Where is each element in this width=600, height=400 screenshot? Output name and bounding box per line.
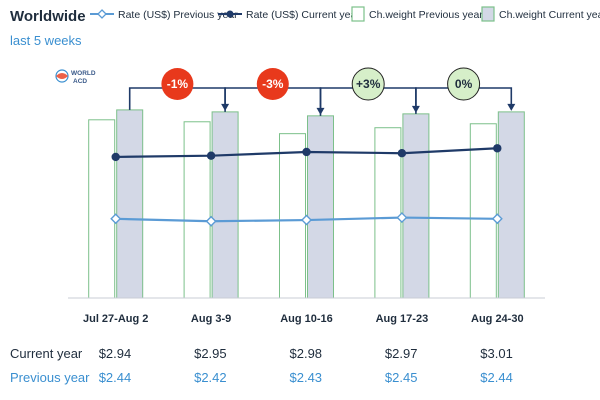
point-rate-current bbox=[397, 149, 407, 158]
bar-weight-current bbox=[116, 109, 144, 299]
table-value: $2.98 bbox=[290, 346, 323, 361]
table-value: $2.94 bbox=[99, 346, 132, 361]
point-rate-current bbox=[302, 147, 311, 157]
x-tick-label: Jul 27-Aug 2 bbox=[83, 313, 148, 325]
point-rate-current bbox=[111, 152, 120, 162]
table-value: $2.44 bbox=[480, 370, 513, 385]
bar-weight-previous bbox=[279, 133, 306, 299]
x-tick-label: Aug 10-16 bbox=[280, 313, 333, 325]
x-tick-label: Aug 17-23 bbox=[376, 313, 429, 325]
change-badge bbox=[256, 68, 289, 100]
dot-marker-icon bbox=[226, 10, 234, 18]
legend-item-weight-previous: Ch.weight Previous year bbox=[351, 6, 483, 22]
bar-weight-previous bbox=[374, 127, 402, 299]
x-tick-label: Aug 3-9 bbox=[191, 313, 231, 325]
legend-label: Rate (US$) Previous year bbox=[118, 9, 238, 21]
table-value: $2.44 bbox=[99, 370, 132, 385]
bar-weight-previous bbox=[88, 119, 116, 299]
change-badge-label: 0% bbox=[455, 77, 473, 91]
arrow-head-icon bbox=[507, 103, 516, 111]
bar-weight-current bbox=[307, 115, 334, 299]
legend: Rate (US$) Previous year Rate (US$) Curr… bbox=[90, 6, 600, 22]
bar-weight-current bbox=[402, 113, 430, 299]
chart-title: Worldwide bbox=[10, 8, 86, 25]
table-row-label: Current year bbox=[10, 346, 83, 361]
change-badge-label: -1% bbox=[167, 77, 189, 91]
legend-label: Ch.weight Current year bbox=[499, 9, 600, 21]
change-badge bbox=[161, 68, 194, 100]
point-rate-current bbox=[493, 144, 502, 153]
legend-item-weight-current: Ch.weight Current year bbox=[481, 6, 600, 22]
point-rate-previous bbox=[491, 213, 503, 225]
point-rate-previous bbox=[396, 212, 408, 224]
logo-mark-icon bbox=[56, 73, 68, 79]
legend-item-rate-previous: Rate (US$) Previous year bbox=[90, 9, 238, 21]
table-value: $2.97 bbox=[385, 346, 418, 361]
table-value: $2.43 bbox=[290, 370, 323, 385]
table-value: $2.45 bbox=[385, 370, 418, 385]
world-acd-logo: WORLD ACD bbox=[55, 69, 96, 85]
point-rate-previous bbox=[205, 215, 217, 227]
point-rate-previous bbox=[301, 214, 312, 226]
legend-label: Rate (US$) Current year bbox=[246, 9, 360, 21]
bar-weight-previous bbox=[183, 121, 211, 299]
change-badge-label: -3% bbox=[262, 77, 284, 91]
swatch-icon bbox=[351, 6, 365, 22]
change-badge bbox=[351, 67, 385, 101]
x-tick-label: Aug 24-30 bbox=[471, 313, 524, 325]
logo-text: ACD bbox=[73, 78, 87, 85]
table-value: $2.42 bbox=[194, 370, 227, 385]
swatch-icon bbox=[481, 6, 495, 22]
change-badge-label: +3% bbox=[356, 77, 381, 91]
legend-label: Ch.weight Previous year bbox=[369, 9, 483, 21]
logo-text: WORLD bbox=[71, 70, 96, 77]
table-value: $2.95 bbox=[194, 346, 227, 361]
diamond-marker-icon bbox=[97, 9, 107, 19]
table-value: $3.01 bbox=[480, 346, 513, 361]
point-rate-current bbox=[206, 151, 216, 160]
bar-weight-current bbox=[211, 111, 239, 299]
legend-item-rate-current: Rate (US$) Current year bbox=[218, 9, 360, 21]
chart-subtitle: last 5 weeks bbox=[10, 33, 82, 48]
change-badge bbox=[447, 67, 481, 101]
table-row-label: Previous year bbox=[10, 370, 90, 385]
point-rate-previous bbox=[110, 213, 122, 225]
bar-weight-current bbox=[497, 111, 525, 299]
